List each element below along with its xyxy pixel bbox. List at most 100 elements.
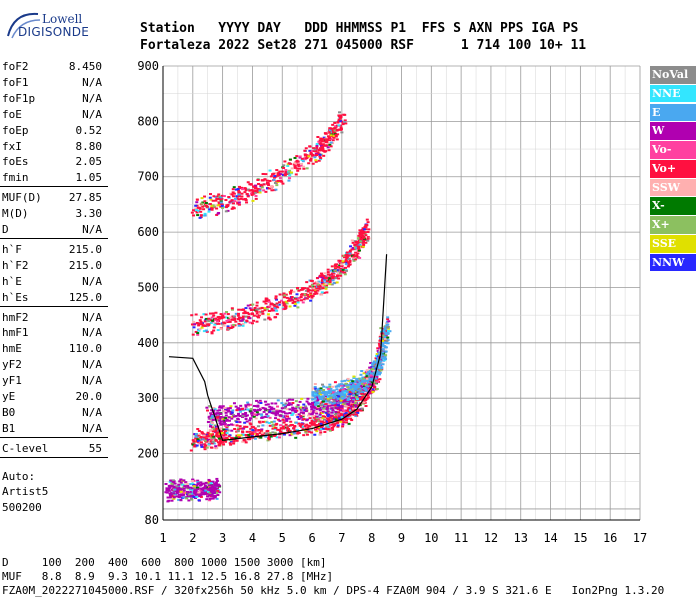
- footer-file-line: FZA0M_2022271045000.RSF / 320fx256h 50 k…: [2, 584, 665, 597]
- echo-point: [332, 134, 336, 137]
- echo-point: [202, 482, 206, 485]
- echo-point: [204, 202, 208, 205]
- echo-point: [379, 360, 383, 363]
- echo-point: [344, 263, 348, 266]
- echo-point: [271, 423, 275, 426]
- param-row: yF1 N/A: [0, 372, 108, 390]
- echo-point: [203, 324, 207, 327]
- echo-point: [248, 430, 252, 433]
- echo-point: [314, 404, 318, 407]
- echo-point: [304, 427, 308, 430]
- echo-point: [256, 413, 260, 416]
- echo-point: [256, 311, 260, 314]
- echo-point: [251, 185, 255, 188]
- echo-point: [165, 491, 169, 494]
- echo-point: [316, 424, 320, 427]
- echo-point: [275, 169, 279, 172]
- echo-point: [292, 290, 296, 293]
- echo-point: [311, 393, 315, 396]
- param-separator: [0, 237, 108, 239]
- x-tick-label: 10: [424, 531, 438, 545]
- param-row: yE 20.0: [0, 388, 108, 406]
- echo-point: [297, 422, 301, 425]
- echo-point: [244, 404, 248, 407]
- echo-point: [288, 297, 292, 300]
- echo-point: [314, 390, 318, 393]
- echo-point: [360, 232, 364, 235]
- echo-point: [187, 499, 191, 502]
- echo-point: [216, 441, 220, 444]
- echo-point: [193, 492, 197, 495]
- echo-point: [336, 121, 340, 124]
- echo-point: [218, 442, 222, 445]
- echo-point: [282, 410, 286, 413]
- echo-point: [316, 289, 320, 292]
- echo-point: [223, 406, 227, 409]
- echo-point: [351, 406, 355, 409]
- legend-entry-vo-: Vo-: [650, 141, 696, 159]
- echo-point: [270, 411, 274, 414]
- echo-point: [292, 427, 296, 430]
- echo-point: [369, 388, 373, 391]
- echo-point: [315, 146, 319, 149]
- echo-point: [274, 316, 278, 319]
- echo-point: [307, 162, 311, 165]
- echo-point: [189, 486, 193, 489]
- echo-point: [210, 492, 214, 495]
- echo-point: [343, 120, 347, 123]
- echo-point: [304, 289, 308, 292]
- echo-point: [215, 431, 219, 434]
- echo-point: [324, 411, 328, 414]
- echo-point: [237, 198, 241, 201]
- echo-point: [256, 308, 260, 311]
- echo-point: [229, 405, 233, 408]
- echo-point: [225, 426, 229, 429]
- echo-point: [282, 304, 286, 307]
- echo-point: [172, 497, 176, 500]
- echo-point: [190, 487, 194, 490]
- echo-point: [343, 379, 347, 382]
- echo-point: [265, 308, 269, 311]
- echo-point: [248, 419, 252, 422]
- echo-point: [268, 179, 272, 182]
- echo-point: [329, 134, 333, 137]
- echo-point: [330, 390, 334, 393]
- echo-point: [380, 341, 384, 344]
- echo-point: [275, 298, 279, 301]
- echo-point: [250, 193, 254, 196]
- echo-point: [200, 482, 204, 485]
- echo-point: [273, 175, 277, 178]
- echo-point: [323, 283, 327, 286]
- x-tick-label: 5: [279, 531, 286, 545]
- echo-point: [280, 410, 284, 413]
- echo-point: [365, 218, 369, 221]
- echo-point: [321, 383, 325, 386]
- echo-point: [329, 417, 333, 420]
- param-row: foF2 8.450: [0, 58, 108, 76]
- echo-point: [280, 302, 284, 305]
- echo-point: [199, 316, 203, 319]
- echo-point: [251, 312, 255, 315]
- echo-point: [224, 206, 228, 209]
- echo-point: [312, 282, 316, 285]
- echo-point: [222, 434, 226, 437]
- echo-point: [275, 305, 279, 308]
- echo-point: [348, 395, 352, 398]
- echo-point: [327, 149, 331, 152]
- echo-point: [277, 303, 281, 306]
- echo-point: [232, 415, 236, 418]
- echo-point: [307, 430, 311, 433]
- echo-point: [241, 317, 245, 320]
- echo-point: [194, 489, 198, 492]
- echo-point: [250, 322, 254, 325]
- param-name: foE: [2, 107, 22, 121]
- echo-point: [356, 410, 360, 413]
- echo-point: [354, 258, 358, 261]
- echo-point: [335, 407, 339, 410]
- echo-point: [217, 418, 221, 421]
- echo-point: [323, 430, 327, 433]
- param-row: h`E N/A: [0, 273, 108, 291]
- echo-point: [340, 120, 344, 123]
- echo-point: [354, 247, 358, 250]
- echo-point: [361, 227, 365, 230]
